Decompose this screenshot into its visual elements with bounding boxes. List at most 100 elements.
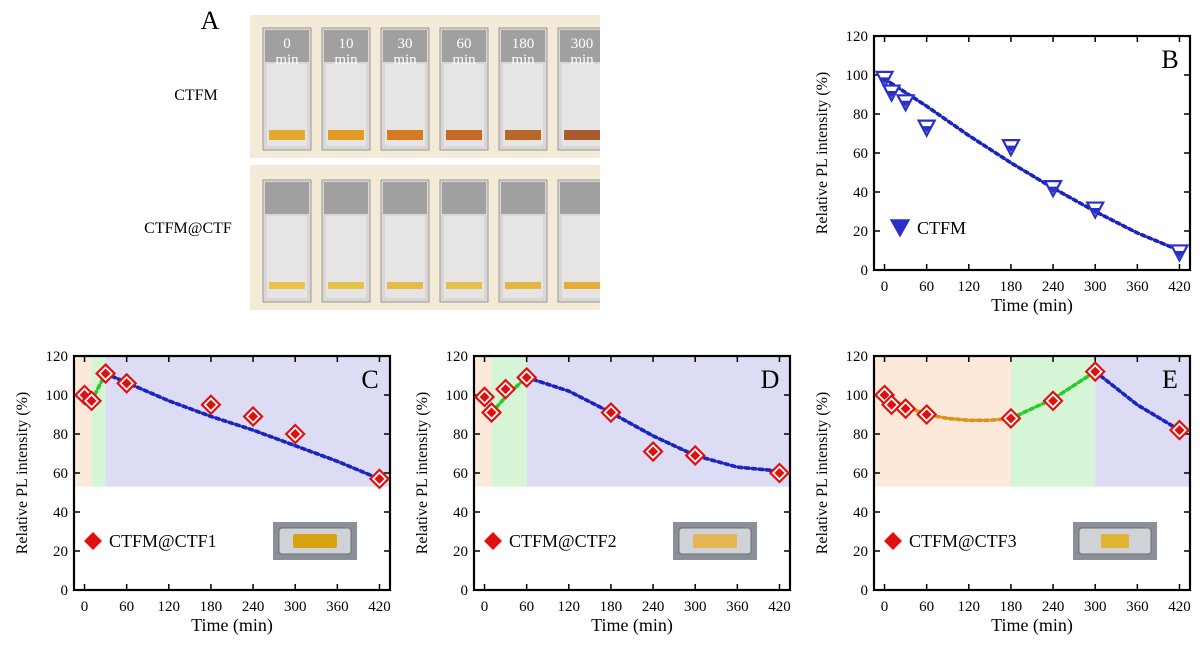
panel-label-d: D bbox=[761, 365, 780, 394]
data-point-fill bbox=[1090, 366, 1101, 377]
x-tick-label: 120 bbox=[958, 599, 981, 615]
x-tick-label: 0 bbox=[481, 599, 489, 615]
x-tick-label: 180 bbox=[200, 599, 223, 615]
data-point-fill bbox=[486, 407, 497, 418]
data-point-fill bbox=[1048, 186, 1058, 194]
data-point-fill bbox=[1090, 208, 1100, 215]
time-label-unit: min bbox=[511, 52, 535, 68]
time-label-value: 300 bbox=[571, 36, 594, 52]
x-tick-label: 360 bbox=[326, 599, 349, 615]
data-point-fill bbox=[922, 126, 932, 133]
chart-panel-b: 0 20 40 60 80 100 120 0 60 120 180 240 300 360 420 Time… bbox=[800, 0, 1200, 320]
legend-marker bbox=[484, 532, 502, 550]
sediment-mark bbox=[446, 282, 482, 289]
legend-label: CTFM@CTF3 bbox=[909, 531, 1017, 551]
y-tick-label: 0 bbox=[461, 583, 469, 599]
cuvette bbox=[380, 179, 430, 303]
legend-marker bbox=[884, 532, 902, 550]
y-tick-label: 80 bbox=[453, 427, 468, 443]
data-point-fill bbox=[290, 429, 301, 439]
data-point-fill bbox=[1174, 250, 1184, 258]
sediment-mark bbox=[269, 130, 305, 140]
x-tick-label: 420 bbox=[1168, 279, 1191, 295]
y-tick-label: 100 bbox=[446, 388, 469, 404]
x-tick-label: 360 bbox=[1126, 599, 1149, 615]
y-tick-label: 120 bbox=[46, 349, 69, 365]
x-tick-label: 0 bbox=[81, 599, 89, 615]
x-tick-label: 0 bbox=[881, 599, 889, 615]
x-tick-label: 300 bbox=[684, 599, 707, 615]
x-tick-label: 180 bbox=[1000, 599, 1023, 615]
y-axis-label: Relative PL intensity (%) bbox=[814, 392, 831, 554]
data-point-fill bbox=[690, 450, 701, 461]
y-tick-label: 100 bbox=[846, 68, 869, 84]
fit-curve-decay bbox=[1093, 369, 1182, 432]
cuvette bbox=[498, 179, 548, 303]
y-tick-label: 20 bbox=[53, 544, 68, 560]
y-tick-label: 20 bbox=[853, 224, 868, 240]
x-tick-label: 240 bbox=[242, 599, 265, 615]
phase-band-blue bbox=[1095, 356, 1190, 487]
y-tick-label: 120 bbox=[446, 349, 469, 365]
y-tick-label: 60 bbox=[53, 466, 68, 482]
chart-panel-c: 0 20 40 60 80 100 120 0 60 120 180 240 300 360 420 Time… bbox=[0, 320, 400, 640]
time-label-unit: min bbox=[393, 52, 417, 68]
phase-band-green bbox=[1010, 356, 1096, 487]
phase-band-green bbox=[91, 356, 106, 487]
sediment-mark bbox=[387, 282, 423, 289]
data-point-fill bbox=[879, 390, 890, 400]
sediment-mark bbox=[269, 282, 305, 289]
chart-panel-e: 0 20 40 60 80 100 120 0 60 120 180 240 300 360 420 Time… bbox=[800, 320, 1200, 640]
sediment-mark bbox=[505, 282, 541, 289]
legend-marker bbox=[889, 219, 911, 238]
x-tick-label: 180 bbox=[600, 599, 623, 615]
y-tick-label: 60 bbox=[453, 466, 468, 482]
data-point-fill bbox=[1174, 425, 1185, 436]
panel-label-a: A bbox=[201, 6, 220, 35]
data-point-fill bbox=[374, 473, 385, 484]
phase-band-orange bbox=[74, 356, 92, 487]
phase-band-blue bbox=[526, 356, 790, 487]
time-label-value: 10 bbox=[339, 36, 354, 52]
x-tick-label: 360 bbox=[1126, 279, 1149, 295]
x-tick-label: 180 bbox=[1000, 279, 1023, 295]
x-tick-label: 300 bbox=[1084, 599, 1107, 615]
sediment-mark bbox=[446, 130, 482, 140]
time-label-unit: min bbox=[334, 52, 358, 68]
x-tick-label: 300 bbox=[1084, 279, 1107, 295]
x-tick-label: 420 bbox=[1168, 599, 1191, 615]
phase-band-orange bbox=[474, 356, 492, 487]
cuvette bbox=[557, 179, 607, 303]
data-point-fill bbox=[100, 368, 111, 379]
data-point-fill bbox=[1006, 145, 1016, 153]
y-tick-label: 0 bbox=[861, 583, 869, 599]
row-label-ctfm: CTFM bbox=[174, 87, 218, 104]
panel-label-c: C bbox=[361, 365, 378, 394]
data-point-fill bbox=[886, 399, 897, 410]
x-tick-label: 60 bbox=[919, 599, 934, 615]
x-tick-label: 60 bbox=[919, 279, 934, 295]
data-point-fill bbox=[500, 384, 511, 395]
time-label-value: 60 bbox=[457, 36, 472, 52]
sediment-mark bbox=[564, 282, 600, 289]
photo-panel-a: A CTFM CTFM@CTF 0 min 10 min 30 min 60 min 180 mi… bbox=[0, 0, 666, 320]
x-tick-label: 240 bbox=[1042, 279, 1065, 295]
y-tick-label: 40 bbox=[453, 505, 468, 521]
inset-sample-photo bbox=[1073, 522, 1157, 560]
y-tick-label: 0 bbox=[861, 263, 869, 279]
x-tick-label: 120 bbox=[158, 599, 181, 615]
fit-curve-decay bbox=[882, 77, 1182, 253]
x-tick-label: 60 bbox=[519, 599, 534, 615]
data-point-fill bbox=[248, 411, 259, 422]
y-tick-label: 20 bbox=[453, 544, 468, 560]
y-tick-label: 80 bbox=[853, 107, 868, 123]
y-axis-label: Relative PL intensity (%) bbox=[814, 72, 831, 234]
data-point-fill bbox=[880, 77, 890, 84]
y-tick-label: 80 bbox=[53, 427, 68, 443]
x-tick-label: 240 bbox=[1042, 599, 1065, 615]
cuvette bbox=[321, 179, 371, 303]
